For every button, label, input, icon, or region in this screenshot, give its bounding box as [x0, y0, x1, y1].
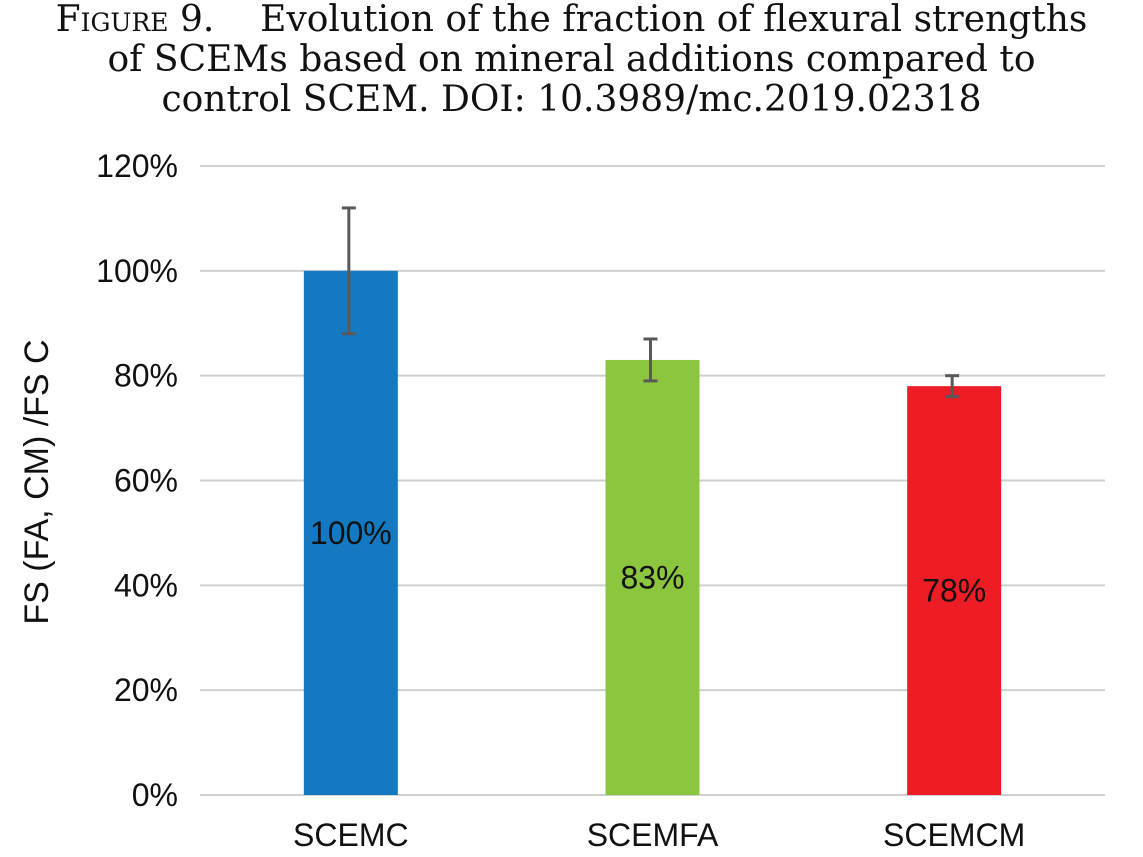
caption-line-1: Figure 9. Evolution of the fraction of f… [0, 0, 1143, 40]
bar-scemfa [605, 359, 700, 795]
data-label: 78% [922, 573, 986, 609]
y-tick-label: 100% [96, 253, 178, 289]
data-label: 100% [310, 515, 392, 551]
y-tick-label: 20% [114, 672, 178, 708]
caption-line-2: of SCEMs based on mineral additions comp… [107, 39, 1036, 80]
data-label: 83% [620, 559, 684, 595]
y-axis-label: FS (FA, CM) /FS C [18, 339, 56, 624]
caption-line-3: control SCEM. DOI: 10.3989/mc.2019.02318 [161, 79, 982, 120]
x-category-label: SCEMCM [883, 817, 1025, 853]
caption-text-1: Evolution of the fraction of flexural st… [260, 0, 1088, 40]
y-axis-ticks: 0% 20% 40% 60% 80% 100% 120% [96, 148, 178, 813]
y-tick-label: 80% [114, 358, 178, 394]
x-category-label: SCEMC [293, 817, 409, 853]
bars [303, 270, 1002, 795]
y-tick-label: 60% [114, 463, 178, 499]
data-labels: 100% 83% 78% [310, 515, 986, 609]
figure-caption: Figure 9. Evolution of the fraction of f… [0, 0, 1143, 120]
category-labels: SCEMC SCEMFA SCEMCM [293, 817, 1025, 853]
bar-scemc [303, 270, 398, 795]
figure-label: Figure 9. [55, 0, 215, 40]
y-tick-label: 0% [132, 777, 178, 813]
x-category-label: SCEMFA [587, 817, 719, 853]
y-tick-label: 120% [96, 148, 178, 184]
error-bars [341, 206, 960, 399]
y-tick-label: 40% [114, 567, 178, 603]
bar-scemcm [907, 386, 1002, 795]
